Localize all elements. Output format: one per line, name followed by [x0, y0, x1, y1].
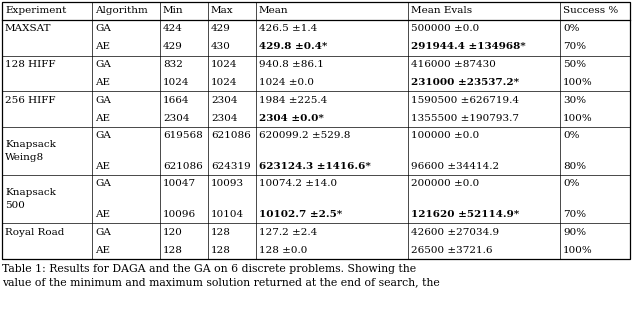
- Text: 429: 429: [211, 24, 231, 33]
- Text: 200000 ±0.0: 200000 ±0.0: [411, 179, 479, 188]
- Text: 1355500 ±190793.7: 1355500 ±190793.7: [411, 114, 519, 123]
- Text: AE: AE: [95, 246, 110, 255]
- Text: GA: GA: [95, 24, 111, 33]
- Text: 0%: 0%: [563, 179, 579, 188]
- Text: AE: AE: [95, 42, 110, 51]
- Text: 0%: 0%: [563, 24, 579, 33]
- Text: 2304: 2304: [211, 114, 237, 123]
- Text: MAXSAT: MAXSAT: [5, 24, 51, 33]
- Text: 623124.3 ±1416.6*: 623124.3 ±1416.6*: [259, 162, 371, 171]
- Text: 100000 ±0.0: 100000 ±0.0: [411, 131, 479, 140]
- Text: 426.5 ±1.4: 426.5 ±1.4: [259, 24, 317, 33]
- Text: AE: AE: [95, 78, 110, 87]
- Text: 128: 128: [211, 228, 231, 237]
- Text: 10102.7 ±2.5*: 10102.7 ±2.5*: [259, 210, 342, 219]
- Text: Min: Min: [163, 7, 184, 16]
- Text: GA: GA: [95, 228, 111, 237]
- Text: AE: AE: [95, 210, 110, 219]
- Text: 26500 ±3721.6: 26500 ±3721.6: [411, 246, 493, 255]
- Text: 128 ±0.0: 128 ±0.0: [259, 246, 307, 255]
- Text: 1024: 1024: [163, 78, 189, 87]
- Text: 121620 ±52114.9*: 121620 ±52114.9*: [411, 210, 519, 219]
- Text: 500000 ±0.0: 500000 ±0.0: [411, 24, 479, 33]
- Text: 430: 430: [211, 42, 231, 51]
- Text: GA: GA: [95, 131, 111, 140]
- Text: 128 HIFF: 128 HIFF: [5, 60, 56, 69]
- Text: 100%: 100%: [563, 114, 593, 123]
- Text: Knapsack
500: Knapsack 500: [5, 188, 56, 210]
- Text: Algorithm: Algorithm: [95, 7, 148, 16]
- Text: 1590500 ±626719.4: 1590500 ±626719.4: [411, 96, 519, 105]
- Text: 10074.2 ±14.0: 10074.2 ±14.0: [259, 179, 337, 188]
- Text: Success %: Success %: [563, 7, 618, 16]
- Text: Mean Evals: Mean Evals: [411, 7, 472, 16]
- Text: 80%: 80%: [563, 162, 586, 171]
- Text: 1024: 1024: [211, 60, 237, 69]
- Bar: [2, 2, 630, 259]
- Text: value of the minimum and maximum solution returned at the end of search, the: value of the minimum and maximum solutio…: [2, 277, 440, 287]
- Text: 128: 128: [163, 246, 183, 255]
- Text: GA: GA: [95, 179, 111, 188]
- Text: 50%: 50%: [563, 60, 586, 69]
- Text: 128: 128: [211, 246, 231, 255]
- Text: Royal Road: Royal Road: [5, 228, 65, 237]
- Text: 96600 ±34414.2: 96600 ±34414.2: [411, 162, 499, 171]
- Text: GA: GA: [95, 96, 111, 105]
- Text: 2304 ±0.0*: 2304 ±0.0*: [259, 114, 324, 123]
- Text: 30%: 30%: [563, 96, 586, 105]
- Text: 429.8 ±0.4*: 429.8 ±0.4*: [259, 42, 328, 51]
- Text: 231000 ±23537.2*: 231000 ±23537.2*: [411, 78, 519, 87]
- Text: AE: AE: [95, 162, 110, 171]
- Text: 10096: 10096: [163, 210, 196, 219]
- Text: Table 1: Results for DAGA and the GA on 6 discrete problems. Showing the: Table 1: Results for DAGA and the GA on …: [2, 264, 416, 274]
- Text: 1024: 1024: [211, 78, 237, 87]
- Text: 42600 ±27034.9: 42600 ±27034.9: [411, 228, 499, 237]
- Text: AE: AE: [95, 114, 110, 123]
- Text: 832: 832: [163, 60, 183, 69]
- Text: 10047: 10047: [163, 179, 196, 188]
- Text: 120: 120: [163, 228, 183, 237]
- Text: GA: GA: [95, 60, 111, 69]
- Text: 429: 429: [163, 42, 183, 51]
- Text: 10104: 10104: [211, 210, 244, 219]
- Text: 256 HIFF: 256 HIFF: [5, 96, 56, 105]
- Text: 424: 424: [163, 24, 183, 33]
- Text: 619568: 619568: [163, 131, 203, 140]
- Text: 621086: 621086: [163, 162, 203, 171]
- Text: 1984 ±225.4: 1984 ±225.4: [259, 96, 327, 105]
- Text: Experiment: Experiment: [5, 7, 67, 16]
- Text: 70%: 70%: [563, 210, 586, 219]
- Text: Mean: Mean: [259, 7, 289, 16]
- Text: 70%: 70%: [563, 42, 586, 51]
- Text: 624319: 624319: [211, 162, 251, 171]
- Text: 127.2 ±2.4: 127.2 ±2.4: [259, 228, 317, 237]
- Text: 100%: 100%: [563, 246, 593, 255]
- Text: Knapsack
Weing8: Knapsack Weing8: [5, 140, 56, 162]
- Text: 100%: 100%: [563, 78, 593, 87]
- Text: 620099.2 ±529.8: 620099.2 ±529.8: [259, 131, 350, 140]
- Text: 0%: 0%: [563, 131, 579, 140]
- Text: 2304: 2304: [163, 114, 189, 123]
- Text: 621086: 621086: [211, 131, 251, 140]
- Text: 416000 ±87430: 416000 ±87430: [411, 60, 496, 69]
- Text: 1664: 1664: [163, 96, 189, 105]
- Text: 1024 ±0.0: 1024 ±0.0: [259, 78, 314, 87]
- Text: 2304: 2304: [211, 96, 237, 105]
- Text: 90%: 90%: [563, 228, 586, 237]
- Text: 10093: 10093: [211, 179, 244, 188]
- Text: Max: Max: [211, 7, 234, 16]
- Text: 940.8 ±86.1: 940.8 ±86.1: [259, 60, 324, 69]
- Text: 291944.4 ±134968*: 291944.4 ±134968*: [411, 42, 525, 51]
